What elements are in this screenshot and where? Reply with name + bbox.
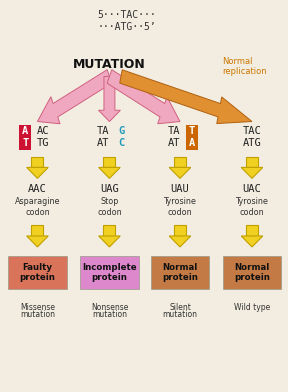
Text: Normal: Normal [162, 263, 198, 272]
Polygon shape [26, 167, 48, 178]
Polygon shape [246, 157, 258, 167]
Polygon shape [107, 70, 180, 124]
Text: TG: TG [37, 138, 50, 148]
Text: mutation: mutation [162, 310, 198, 319]
FancyBboxPatch shape [223, 256, 281, 289]
Text: G: G [118, 126, 125, 136]
Text: codon: codon [168, 208, 192, 217]
Text: C: C [118, 138, 125, 148]
Polygon shape [26, 236, 48, 247]
Text: Missense: Missense [20, 303, 55, 312]
Text: Normal: Normal [234, 263, 270, 272]
Text: mutation: mutation [92, 310, 127, 319]
Text: AAC: AAC [28, 184, 47, 194]
Polygon shape [98, 236, 120, 247]
Text: UAG: UAG [100, 184, 119, 194]
Polygon shape [31, 225, 43, 236]
Text: protein: protein [234, 274, 270, 282]
Text: Wild type: Wild type [234, 303, 270, 312]
Text: MUTATION: MUTATION [73, 58, 146, 71]
Text: ···ATG··5’: ···ATG··5’ [97, 22, 156, 32]
FancyBboxPatch shape [151, 256, 209, 289]
Polygon shape [169, 236, 191, 247]
Text: UAU: UAU [170, 184, 190, 194]
Polygon shape [37, 70, 112, 124]
Polygon shape [31, 157, 43, 167]
Text: AT: AT [97, 138, 110, 148]
Text: Incomplete: Incomplete [82, 263, 137, 272]
Polygon shape [174, 157, 186, 167]
Polygon shape [241, 167, 263, 178]
Text: codon: codon [25, 208, 50, 217]
Text: codon: codon [240, 208, 264, 217]
Text: Tyrosine: Tyrosine [164, 197, 196, 206]
Text: UAC: UAC [242, 184, 262, 194]
Polygon shape [103, 157, 115, 167]
Text: protein: protein [20, 274, 55, 282]
Polygon shape [98, 76, 120, 122]
Polygon shape [98, 167, 120, 178]
Text: Silent: Silent [169, 303, 191, 312]
FancyBboxPatch shape [186, 125, 198, 138]
Text: T: T [22, 138, 29, 148]
Text: Tyrosine: Tyrosine [236, 197, 268, 206]
Text: A: A [189, 138, 195, 148]
Text: AC: AC [37, 126, 50, 136]
Text: A: A [22, 126, 29, 136]
Text: ATG: ATG [242, 138, 262, 148]
Text: AT: AT [168, 138, 180, 148]
Text: protein: protein [92, 274, 127, 282]
Text: TA: TA [97, 126, 110, 136]
Polygon shape [120, 70, 252, 123]
Text: TA: TA [168, 126, 180, 136]
Polygon shape [103, 225, 115, 236]
FancyBboxPatch shape [20, 136, 31, 150]
Text: T: T [189, 126, 195, 136]
Text: Normal
replication: Normal replication [222, 57, 266, 76]
Polygon shape [174, 225, 186, 236]
FancyBboxPatch shape [8, 256, 67, 289]
Text: Nonsense: Nonsense [91, 303, 128, 312]
FancyBboxPatch shape [20, 125, 31, 138]
Text: Stop: Stop [100, 197, 119, 206]
Polygon shape [246, 225, 258, 236]
Text: mutation: mutation [20, 310, 55, 319]
Text: 5···TAC···: 5···TAC··· [97, 10, 156, 20]
FancyBboxPatch shape [186, 136, 198, 150]
Text: protein: protein [162, 274, 198, 282]
FancyBboxPatch shape [80, 256, 139, 289]
Text: codon: codon [97, 208, 122, 217]
Polygon shape [169, 167, 191, 178]
Text: Asparagine: Asparagine [15, 197, 60, 206]
Polygon shape [241, 236, 263, 247]
Text: TAC: TAC [242, 126, 262, 136]
Text: Faulty: Faulty [22, 263, 52, 272]
